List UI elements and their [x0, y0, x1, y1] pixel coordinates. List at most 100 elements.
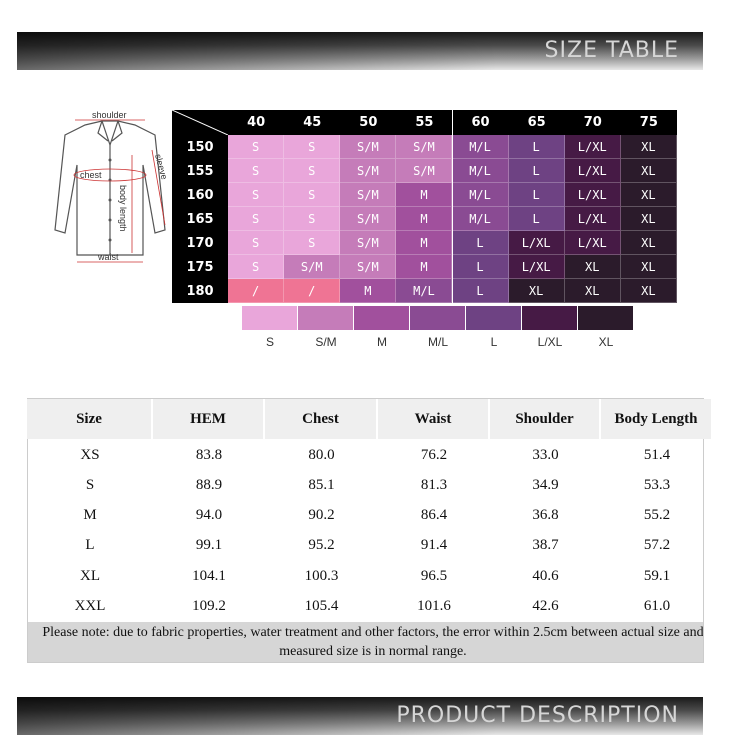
size-cell: M/L	[452, 183, 509, 207]
table-cell: 83.8	[195, 446, 223, 463]
size-cell: M	[396, 207, 453, 231]
table-header: Size	[27, 399, 151, 439]
size-cell: M	[396, 255, 453, 279]
grid-corner	[171, 109, 229, 136]
grid-column-header: 45	[284, 110, 341, 135]
table-cell: 90.2	[308, 507, 335, 524]
table-note: Please note: due to fabric properties, w…	[28, 622, 703, 662]
table-cell: 94.0	[195, 507, 223, 524]
size-cell: S/M	[340, 207, 397, 231]
size-cell: L/XL	[564, 207, 621, 231]
table-cell: 86.4	[420, 507, 448, 524]
size-cell: S/M	[340, 183, 397, 207]
table-header: Body Length	[601, 399, 711, 439]
table-cell: M	[83, 507, 97, 524]
table-cell: 34.9	[532, 476, 559, 493]
measurement-table	[27, 398, 704, 663]
size-table-banner: SIZE TABLE	[17, 32, 703, 70]
label-sleeve: sleeve	[153, 153, 169, 181]
size-cell: S	[228, 231, 285, 255]
size-cell: S/M	[340, 135, 397, 159]
size-cell: M	[340, 279, 397, 303]
table-cell: 57.2	[643, 537, 671, 554]
table-header: Waist	[378, 399, 488, 439]
size-cell: XL	[620, 231, 677, 255]
size-cell: S	[284, 231, 341, 255]
legend-label: L	[490, 335, 498, 349]
size-cell: S	[228, 183, 285, 207]
size-cell: XL	[508, 279, 565, 303]
table-header: HEM	[153, 399, 263, 439]
table-cell: XXL	[74, 598, 106, 614]
size-cell: S	[228, 255, 285, 279]
legend-swatch	[578, 306, 633, 330]
table-cell: XL	[80, 567, 100, 584]
size-cell: XL	[620, 207, 677, 231]
table-cell: 38.7	[532, 537, 559, 554]
size-cell: XL	[564, 255, 621, 279]
label-waist: waist	[97, 252, 119, 262]
shirt-diagram: shoulder chest sleeve body length waist	[54, 110, 169, 263]
table-cell: 100.3	[304, 567, 339, 584]
size-cell: L	[508, 135, 565, 159]
legend-label: XL	[598, 335, 614, 349]
grid-column-header: 70	[564, 110, 621, 135]
size-cell: S	[228, 135, 285, 159]
grid-column-header: 65	[508, 110, 565, 135]
table-cell: 101.6	[417, 598, 451, 614]
size-cell: /	[228, 279, 285, 303]
grid-row-header: 170	[172, 231, 229, 255]
size-cell: XL	[620, 255, 677, 279]
size-cell: L/XL	[564, 183, 621, 207]
legend-swatch	[298, 306, 353, 330]
table-cell: 105.4	[304, 598, 339, 614]
table-cell: XS	[80, 446, 100, 463]
size-cell: L	[452, 279, 509, 303]
grid-row-header: 155	[172, 159, 229, 183]
label-shoulder: shoulder	[92, 110, 127, 120]
legend-label: S	[265, 335, 274, 349]
table-header: Shoulder	[490, 399, 599, 439]
table-cell: 96.5	[420, 567, 448, 584]
size-cell: M/L	[452, 135, 509, 159]
grid-column-header: 40	[228, 110, 285, 135]
size-cell: S/M	[340, 159, 397, 183]
size-cell: S	[284, 159, 341, 183]
table-cell: 99.1	[195, 537, 223, 554]
banner-title: PRODUCT DESCRIPTION	[396, 703, 679, 728]
table-cell: S	[85, 476, 95, 493]
table-header: Chest	[265, 399, 376, 439]
size-cell: M	[396, 231, 453, 255]
size-cell: S	[284, 207, 341, 231]
table-cell: 59.1	[643, 567, 671, 584]
table-cell: 88.9	[195, 476, 223, 493]
size-cell: M	[396, 183, 453, 207]
grid-row-header: 160	[172, 183, 229, 207]
size-cell: S/M	[340, 255, 397, 279]
size-cell: S	[228, 207, 285, 231]
table-cell: 95.2	[308, 537, 335, 554]
size-cell: L	[452, 255, 509, 279]
size-cell: S	[228, 159, 285, 183]
table-cell: 76.2	[420, 446, 448, 463]
legend-label: M	[377, 335, 387, 349]
size-cell: XL	[620, 135, 677, 159]
size-cell: S/M	[396, 159, 453, 183]
table-cell: 53.3	[643, 476, 671, 493]
grid-row-header: 150	[172, 135, 229, 159]
table-cell: 36.8	[532, 507, 559, 524]
table-cell: 85.1	[308, 476, 335, 493]
grid-row-header: 180	[172, 279, 229, 303]
banner-title: SIZE TABLE	[544, 38, 679, 63]
size-cell: XL	[620, 279, 677, 303]
size-cell: M/L	[396, 279, 453, 303]
grid-column-header: 55	[396, 110, 453, 135]
table-cell: 33.0	[532, 446, 559, 463]
table-cell: 61.0	[643, 598, 671, 614]
table-cell: 80.0	[308, 446, 335, 463]
grid-row-header: 175	[172, 255, 229, 279]
size-cell: L	[508, 207, 565, 231]
table-cell: 109.2	[192, 598, 226, 614]
note-text: Please note: due to fabric properties, w…	[42, 625, 703, 659]
